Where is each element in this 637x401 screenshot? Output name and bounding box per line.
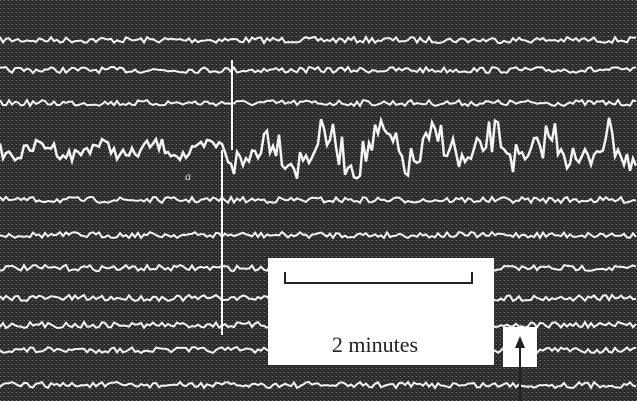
trace-marker: a <box>185 169 191 183</box>
recording-image: a 2 minutes <box>0 0 637 401</box>
scale-label: 2 minutes <box>332 332 418 357</box>
